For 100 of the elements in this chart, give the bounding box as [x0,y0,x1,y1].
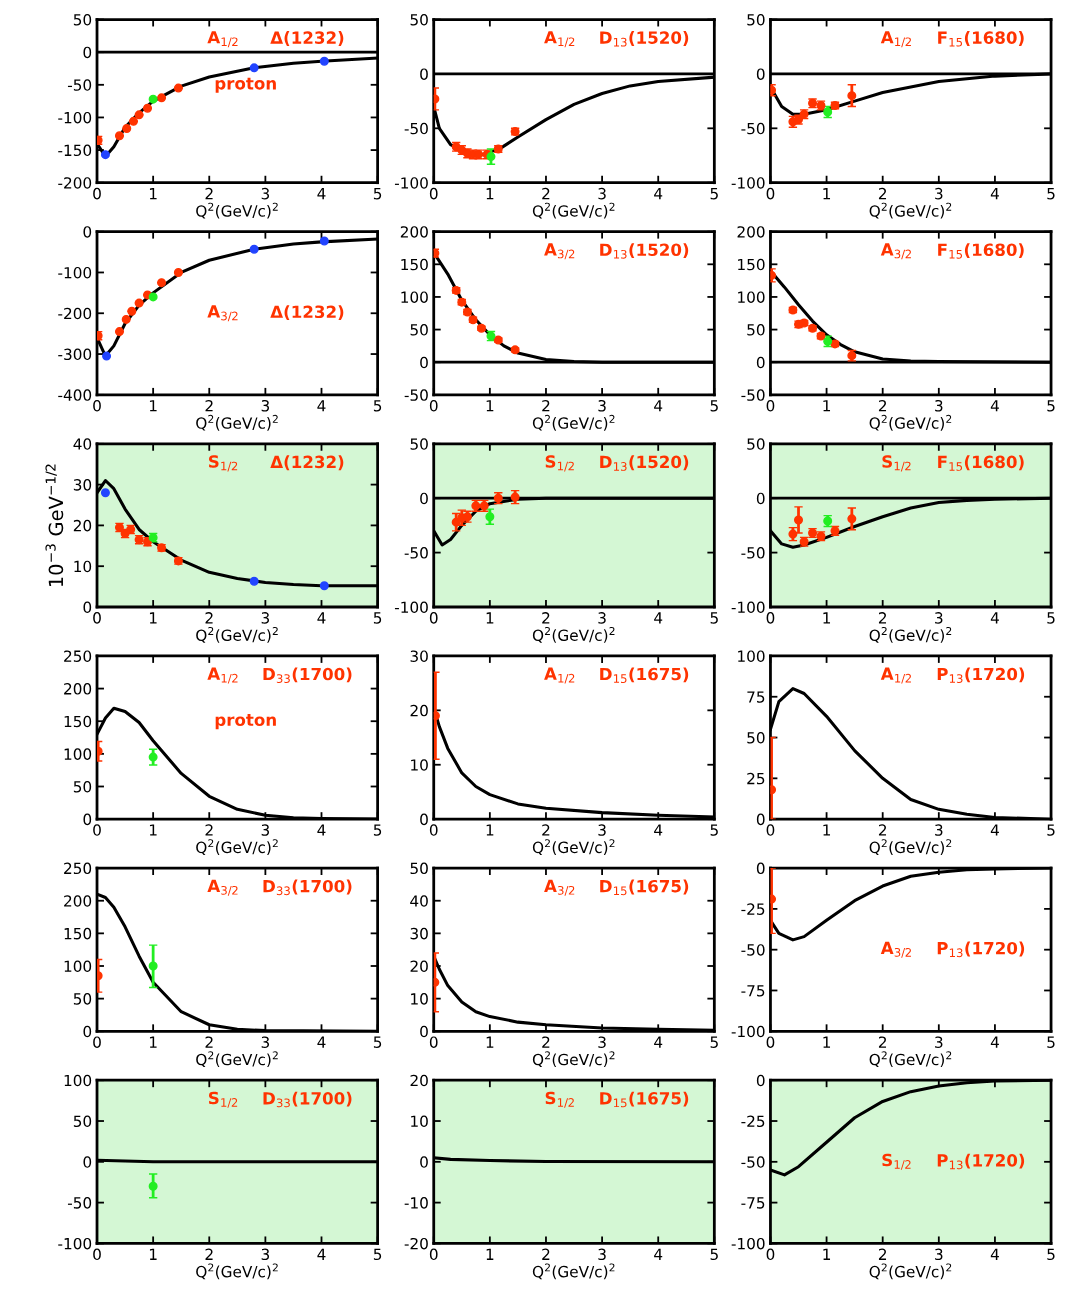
annotation: F$_{15}$(1680) [938,31,1024,47]
y-tick-label: 20 [410,704,428,717]
x-tick-label: 3 [598,1248,606,1261]
y-tick-label: -50 [67,79,92,91]
x-tick-label: 5 [710,188,718,200]
x-tick-label: 0 [93,1248,101,1261]
y-tick-label: -50 [741,1156,765,1168]
y-tick-label: -50 [404,389,428,401]
x-tick-label: 0 [93,399,101,412]
y-tick-label: -100 [731,1025,765,1038]
y-tick-label: 25 [747,772,765,785]
annotation: D$_{33}$(1700) [263,879,352,896]
x-tick-label: 4 [990,1036,999,1048]
annotation: S$_{1/2}$ [882,455,911,472]
y-tick-label: 100 [738,650,765,662]
y-tick-label: 50 [747,324,765,336]
y-tick-label: 50 [410,862,428,875]
x-tick-label: 2 [205,1036,213,1048]
annotation: D$_{13}$(1520) [600,243,689,259]
x-tick-label: 4 [654,1036,663,1048]
annotation: S$_{1/2}$ [208,1091,238,1108]
x-tick-label: 2 [878,187,887,200]
x-tick-label: 4 [990,400,999,412]
annotation: A$_{1/2}$ [207,667,238,684]
y-tick-label: -50 [741,122,765,135]
y-tick-label: 0 [420,68,428,80]
x-axis-title: Q$^{2}$(GeV/c)$^{2}$ [196,202,278,219]
x-tick-label: 2 [542,1036,550,1048]
y-tick-label: 30 [73,479,92,491]
x-axis-title: Q$^{2}$(GeV/c)$^{2}$ [869,839,952,855]
x-tick-label: 4 [654,612,663,624]
x-tick-label: 3 [598,1036,606,1048]
x-tick-label: 0 [766,824,775,836]
y-tick-label: 200 [737,226,765,238]
y-tick-label: -100 [394,601,428,614]
y-tick-label: 0 [756,862,765,875]
x-axis-title: Q$^{2}$(GeV/c)$^{2}$ [196,839,278,855]
y-tick-label: -10 [404,1197,428,1209]
x-tick-label: 3 [935,1036,943,1048]
y-tick-label: 50 [73,1115,92,1128]
x-tick-label: 3 [261,399,270,412]
x-axis-title: Q$^{2}$(GeV/c)$^{2}$ [869,1263,952,1280]
x-tick-label: 0 [766,1248,775,1261]
x-tick-label: 1 [823,612,831,624]
x-tick-label: 4 [317,188,326,200]
x-tick-label: 5 [373,400,382,412]
x-tick-label: 2 [878,1036,887,1048]
x-tick-label: 2 [878,399,887,412]
x-tick-label: 2 [542,612,550,624]
x-tick-label: 4 [990,188,999,200]
x-tick-label: 4 [990,612,999,624]
x-tick-label: 4 [654,188,663,200]
y-tick-label: 50 [747,732,765,744]
y-tick-label: 50 [747,14,765,26]
x-tick-label: 3 [935,612,943,624]
annotation: F$_{15}$(1680) [938,243,1024,259]
x-tick-label: 1 [486,824,494,836]
y-tick-label: 100 [64,1074,92,1087]
y-tick-label: 0 [420,813,428,826]
y-tick-label: -25 [741,903,765,915]
x-tick-label: 4 [317,612,326,624]
y-axis-title: 10$^{−3}$ GeV$^{−1/2}$ [45,464,64,587]
y-tick-label: 0 [83,1025,92,1038]
y-tick-label: -50 [741,944,765,956]
annotation: D$_{15}$(1675) [600,1091,689,1108]
y-tick-label: 50 [410,438,428,450]
y-tick-label: 200 [64,895,92,907]
y-tick-label: 20 [410,960,428,973]
x-tick-label: 1 [823,1248,831,1260]
x-tick-label: 4 [990,824,999,836]
x-tick-label: 3 [935,399,943,412]
x-tick-label: 5 [1047,1036,1055,1048]
x-tick-label: 5 [373,1036,382,1048]
y-tick-label: -75 [741,985,765,997]
y-tick-label: -400 [58,389,92,401]
x-tick-label: 4 [317,1248,326,1260]
x-tick-label: 0 [429,187,438,200]
annotation: D$_{13}$(1520) [600,31,689,47]
annotation: D$_{15}$(1675) [600,879,689,896]
y-tick-label: -200 [58,307,92,320]
x-tick-label: 0 [429,399,438,412]
x-tick-label: 1 [149,400,157,412]
x-tick-label: 4 [317,1036,326,1048]
y-tick-label: 10 [411,993,428,1005]
x-tick-label: 5 [710,824,718,836]
x-tick-label: 0 [93,1036,101,1048]
annotation: proton [215,714,276,730]
x-tick-label: 5 [710,1036,718,1048]
x-tick-label: 0 [766,1036,775,1048]
annotation: proton [215,77,276,93]
x-tick-label: 0 [93,612,101,624]
x-tick-label: 1 [149,188,157,200]
y-tick-label: 0 [83,1156,92,1168]
y-tick-label: -50 [741,389,765,401]
x-tick-label: 2 [205,612,213,624]
x-axis-title: Q$^{2}$(GeV/c)$^{2}$ [532,1051,615,1068]
x-axis-title: Q$^{2}$(GeV/c)$^{2}$ [869,202,952,219]
annotation: P$_{13}$(1720) [937,941,1025,958]
y-tick-label: 50 [410,14,428,26]
y-tick-label: 10 [74,560,92,573]
